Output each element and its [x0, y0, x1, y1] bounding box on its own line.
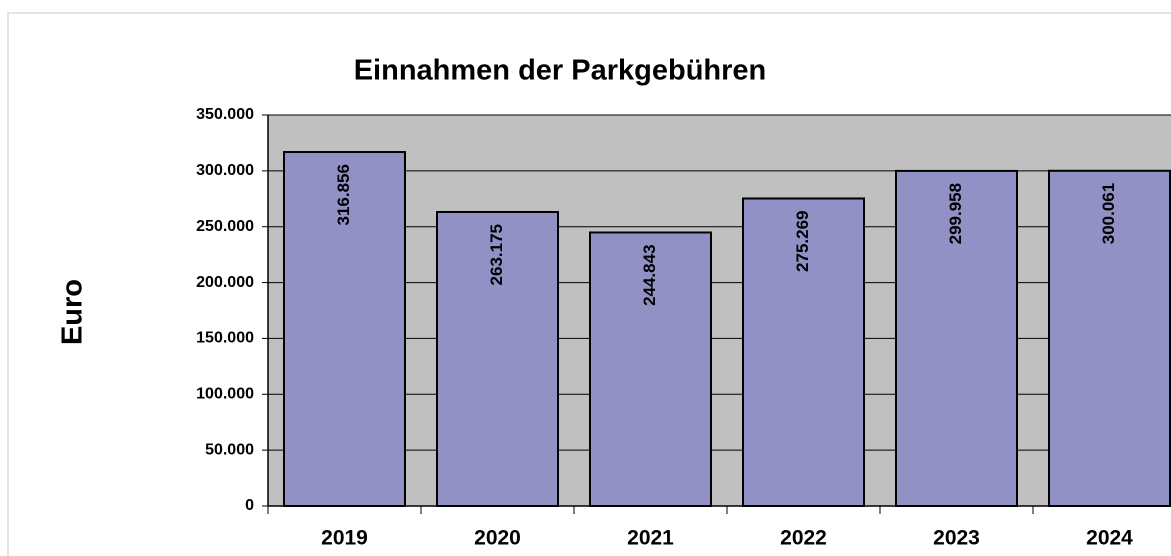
y-tick-label: 150.000	[196, 330, 254, 347]
x-tick-label: 2023	[933, 527, 980, 550]
y-tick-label: 200.000	[196, 274, 254, 291]
y-tick-label: 250.000	[196, 218, 254, 235]
chart-title: Einnahmen der Parkgebühren	[354, 55, 767, 87]
x-tick-label: 2020	[474, 527, 521, 550]
bar	[589, 231, 712, 507]
data-label: 263.175	[487, 224, 506, 285]
bar	[283, 151, 406, 507]
y-tick-label: 350.000	[196, 106, 254, 123]
y-tick-label: 300.000	[196, 162, 254, 179]
bar	[895, 169, 1018, 508]
data-label: 316.856	[334, 164, 353, 225]
x-tick-label: 2019	[321, 527, 368, 550]
y-tick-label: 0	[245, 497, 254, 514]
x-tick-label: 2024	[1086, 527, 1133, 550]
x-tick-label: 2022	[780, 527, 827, 550]
bar	[436, 210, 559, 507]
bar	[742, 197, 865, 507]
bar	[1048, 169, 1171, 507]
y-tick-label: 100.000	[196, 386, 254, 403]
y-axis-label: Euro	[57, 279, 89, 345]
data-label: 300.061	[1099, 183, 1118, 244]
data-label: 275.269	[793, 210, 812, 271]
data-label: 299.958	[946, 183, 965, 244]
x-tick-label: 2021	[627, 527, 674, 550]
y-tick-label: 50.000	[205, 441, 254, 458]
data-label: 244.843	[640, 244, 659, 305]
plot-area	[268, 115, 1171, 506]
